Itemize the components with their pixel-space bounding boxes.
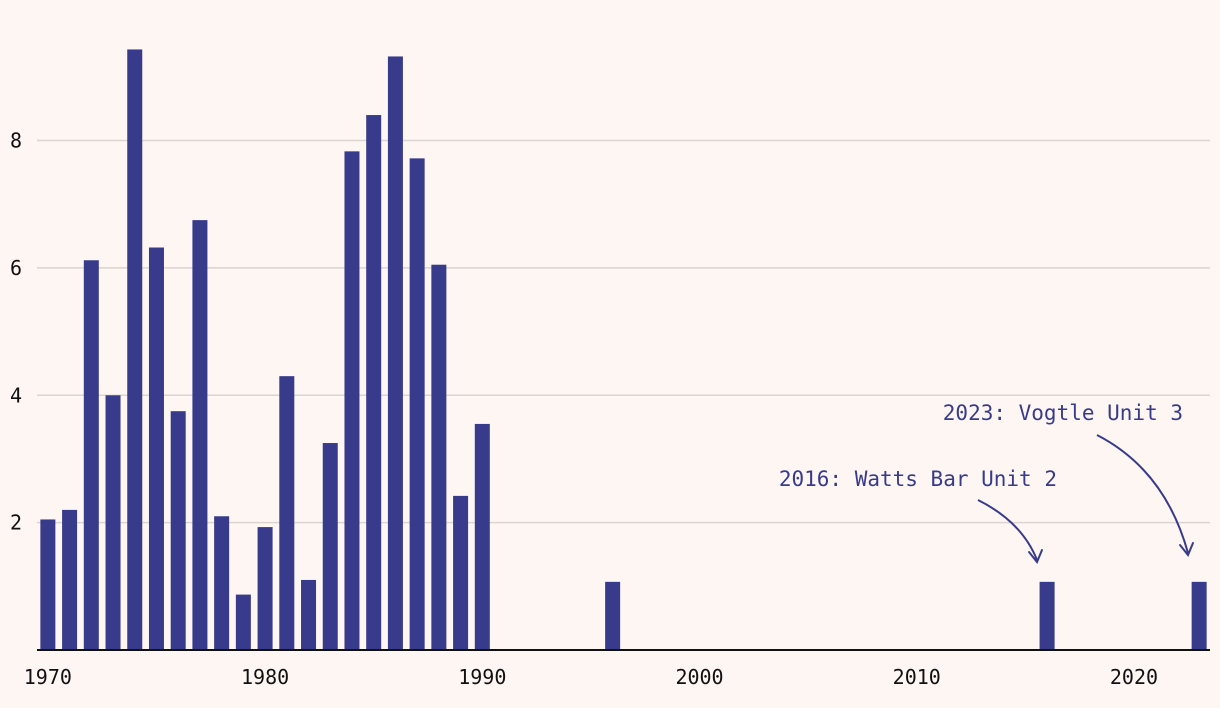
annotation-label-2023: 2023: Vogtle Unit 3 <box>943 401 1183 425</box>
bar-1975 <box>148 247 164 650</box>
annotation-label-2016: 2016: Watts Bar Unit 2 <box>779 467 1057 491</box>
annotation-arrowhead-2023 <box>1179 542 1194 557</box>
annotation-arrow-2016 <box>977 499 1038 561</box>
bar-1974 <box>127 49 143 651</box>
bar-1981 <box>279 376 295 650</box>
bar-1983 <box>322 443 338 650</box>
bar-1989 <box>453 495 469 650</box>
bar-1986 <box>387 56 403 651</box>
bar-1982 <box>301 579 317 650</box>
y-tick-labels: 2 4 6 8 <box>10 129 22 535</box>
y-tick-label-2: 2 <box>10 511 22 535</box>
bar-1971 <box>62 509 78 650</box>
x-tick-label-2010: 2010 <box>893 665 941 689</box>
x-tick-label-1980: 1980 <box>241 665 289 689</box>
bar-1976 <box>170 411 186 650</box>
x-tick-label-2000: 2000 <box>675 665 723 689</box>
bar-1979 <box>235 594 251 650</box>
x-tick-label-2020: 2020 <box>1110 665 1158 689</box>
grid-lines <box>37 139 1210 524</box>
bar-1996 <box>605 581 621 650</box>
bar-1987 <box>409 158 425 650</box>
bar-1990 <box>474 423 490 650</box>
y-tick-label-6: 6 <box>10 256 22 280</box>
y-tick-label-4: 4 <box>10 383 22 407</box>
bar-1978 <box>214 516 230 650</box>
annotation-arrow-2023 <box>1096 434 1189 554</box>
bar-2023 <box>1191 581 1207 650</box>
bar-1973 <box>105 395 121 650</box>
bar-1984 <box>344 151 360 650</box>
y-tick-label-8: 8 <box>10 129 22 153</box>
x-tick-labels: 1970 1980 1990 2000 2010 2020 <box>24 665 1158 689</box>
bars <box>40 49 1207 651</box>
bar-1985 <box>366 115 382 651</box>
bar-1972 <box>83 260 99 650</box>
annotation-arrowhead-2016 <box>1028 549 1043 564</box>
bar-1980 <box>257 527 273 650</box>
bar-2016 <box>1039 581 1055 650</box>
bar-1977 <box>192 220 208 650</box>
bar-1988 <box>431 264 447 650</box>
x-tick-label-1990: 1990 <box>458 665 506 689</box>
annotations: 2016: Watts Bar Unit 2 2023: Vogtle Unit … <box>779 401 1194 564</box>
bar-1970 <box>40 519 56 650</box>
x-tick-label-1970: 1970 <box>24 665 72 689</box>
